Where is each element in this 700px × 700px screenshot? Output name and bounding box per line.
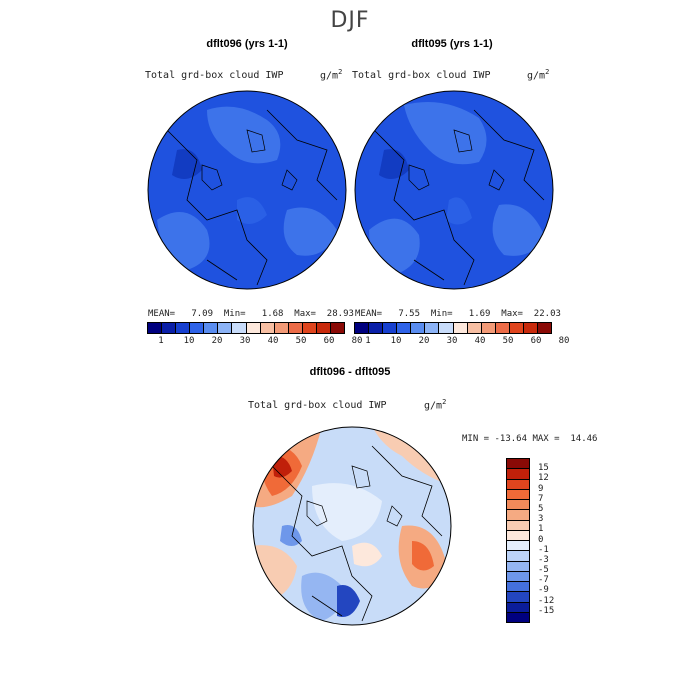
panel-right-units: g/m2 [527,68,550,82]
colorbar-swatch [507,520,529,531]
colorbar-tick-label: 10 [390,336,402,346]
colorbar-left-ticks: 1 10 20 30 40 50 60 80 [147,336,362,348]
colorbar-tick-label: 60 [530,336,542,346]
colorbar-swatch [397,323,412,333]
colorbar-swatch [246,323,261,333]
colorbar-swatch [302,323,317,333]
colorbar-swatch [453,323,468,333]
diff-field-label: Total grd-box cloud IWP [248,400,387,411]
colorbar-swatch [439,323,454,333]
colorbar-tick-label: 9 [538,483,544,494]
colorbar-tick-label: 1 [158,336,164,346]
colorbar-tick-label: -9 [538,585,549,596]
colorbar-tick-label: -3 [538,554,549,565]
map-diff [252,426,452,626]
panel-right-title: dflt095 (yrs 1-1) [411,38,493,50]
colorbar-tick-label: 80 [351,336,363,346]
panel-left-title: dflt096 (yrs 1-1) [206,38,288,50]
colorbar-swatch [162,323,177,333]
colorbar-swatch [507,489,529,500]
colorbar-swatch [538,323,552,333]
map-right [354,90,554,290]
colorbar-swatch [507,541,529,552]
panel-right-stats: MEAN= 7.55 Min= 1.69 Max= 22.03 [355,309,561,319]
colorbar-swatch [369,323,384,333]
colorbar-tick-label: 1 [365,336,371,346]
colorbar-swatch [467,323,482,333]
panel-left-stats: MEAN= 7.09 Min= 1.68 Max= 28.93 [148,309,354,319]
colorbar-swatch [509,323,524,333]
colorbar-tick-label: -12 [538,595,555,606]
colorbar-swatch [232,323,247,333]
colorbar-swatch [288,323,303,333]
colorbar-swatch [355,323,370,333]
colorbar-swatch [507,551,529,562]
colorbar-tick-label: 30 [239,336,251,346]
colorbar-swatch [495,323,510,333]
colorbar-swatch [316,323,332,333]
colorbar-swatch [507,469,529,480]
panel-right-field-label: Total grd-box cloud IWP [352,70,491,81]
colorbar-swatch [481,323,496,333]
colorbar-tick-label: 50 [295,336,307,346]
colorbar-swatch [507,500,529,511]
colorbar-tick-label: 80 [558,336,570,346]
main-title: DJF [330,8,370,33]
colorbar-swatch [507,561,529,572]
colorbar-tick-label: 15 [538,463,549,474]
colorbar-tick-label: 7 [538,493,544,504]
colorbar-tick-label: 60 [323,336,335,346]
colorbar-tick-label: 50 [502,336,514,346]
colorbar-swatch [190,323,205,333]
colorbar-swatch [507,602,529,613]
colorbar-swatch [507,571,529,582]
colorbar-swatch [507,459,529,470]
colorbar-swatch [260,323,275,333]
colorbar-swatch [176,323,191,333]
colorbar-swatch [507,612,529,622]
panel-left-field-label: Total grd-box cloud IWP [145,70,284,81]
colorbar-tick-label: 40 [267,336,279,346]
colorbar-swatch [383,323,398,333]
colorbar-tick-label: 3 [538,514,544,525]
colorbar-swatch [274,323,289,333]
panel-left-units: g/m2 [320,68,343,82]
diff-title: dflt096 - dflt095 [309,366,391,378]
colorbar-right-ticks: 1 10 20 30 40 50 60 80 [354,336,569,348]
colorbar-swatch [204,323,219,333]
colorbar-diff-ticks: 15 12 9 7 5 3 1 0 -1 -3 -5 -7 -9 -12 -15 [538,458,578,621]
colorbar-swatch [507,592,529,603]
colorbar-swatch [507,582,529,593]
colorbar-left [147,322,345,334]
colorbar-tick-label: 1 [538,524,544,535]
colorbar-swatch [411,323,426,333]
colorbar-tick-label: 40 [474,336,486,346]
colorbar-tick-label: -15 [538,605,555,616]
colorbar-swatch [507,510,529,521]
diff-units: g/m2 [424,398,447,412]
colorbar-swatch [425,323,440,333]
colorbar-tick-label: 20 [211,336,223,346]
colorbar-diff [506,458,530,623]
colorbar-tick-label: 10 [183,336,195,346]
colorbar-swatch [507,479,529,490]
colorbar-right [354,322,552,334]
colorbar-tick-label: -7 [538,575,549,586]
map-left [147,90,347,290]
colorbar-tick-label: 20 [418,336,430,346]
colorbar-swatch [148,323,163,333]
colorbar-swatch [523,323,539,333]
colorbar-tick-label: 5 [538,503,544,514]
colorbar-swatch [218,323,233,333]
colorbar-tick-label: -1 [538,544,549,555]
colorbar-tick-label: 30 [446,336,458,346]
diff-stats: MIN = -13.64 MAX = 14.46 [462,434,598,444]
colorbar-swatch [507,530,529,541]
colorbar-tick-label: 12 [538,473,549,484]
colorbar-tick-label: -5 [538,565,549,576]
colorbar-tick-label: 0 [538,534,544,545]
colorbar-swatch [331,323,345,333]
